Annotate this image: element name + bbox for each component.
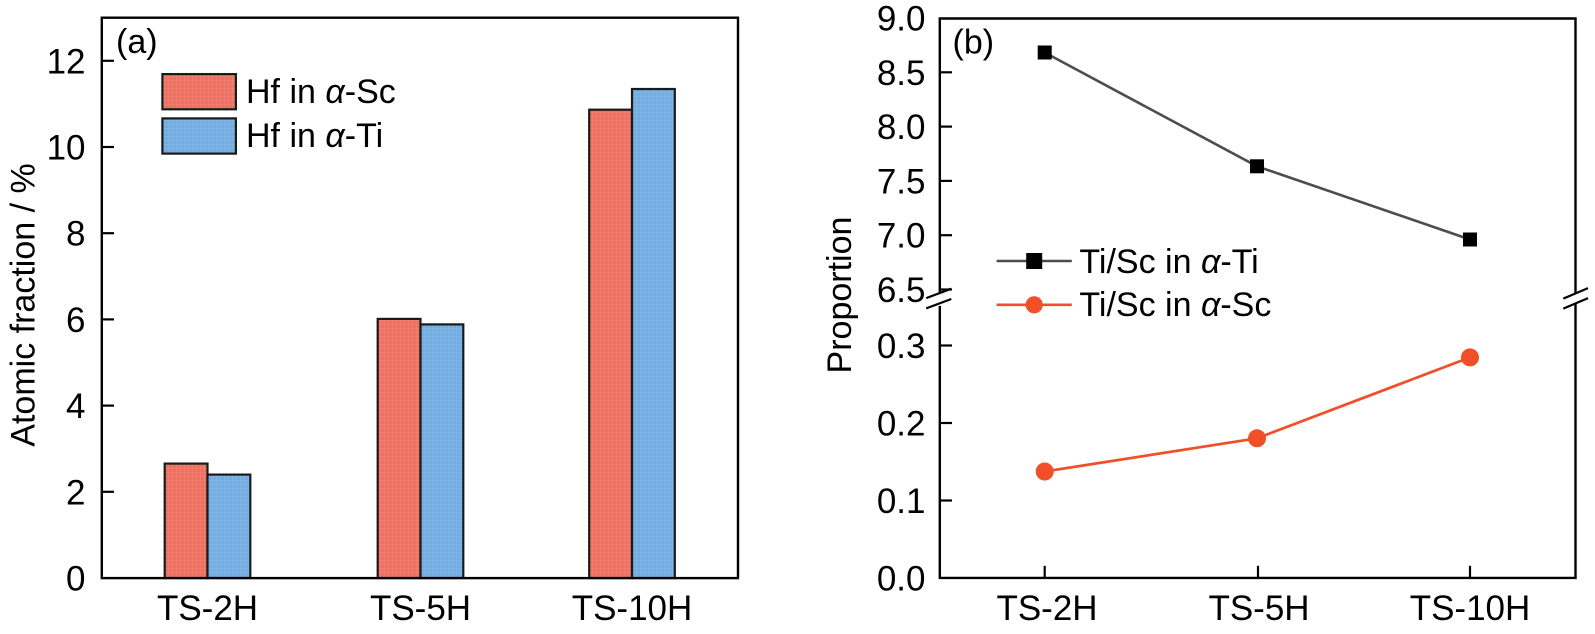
svg-text:4: 4 xyxy=(66,387,85,426)
svg-text:TS-2H: TS-2H xyxy=(996,589,1097,628)
svg-text:Atomic fraction / %: Atomic fraction / % xyxy=(5,163,43,446)
svg-text:6: 6 xyxy=(66,301,85,340)
svg-text:8: 8 xyxy=(66,215,85,254)
svg-text:12: 12 xyxy=(47,42,86,81)
svg-text:TS-5H: TS-5H xyxy=(370,589,471,628)
svg-text:Proportion: Proportion xyxy=(821,217,859,374)
svg-text:8.5: 8.5 xyxy=(877,54,926,93)
svg-text:TS-10H: TS-10H xyxy=(572,589,693,628)
svg-text:(a): (a) xyxy=(116,23,158,61)
svg-text:8.0: 8.0 xyxy=(877,108,926,147)
svg-text:Ti/Sc in α-Ti: Ti/Sc in α-Ti xyxy=(1079,243,1258,281)
svg-text:0.3: 0.3 xyxy=(877,327,926,366)
svg-text:TS-2H: TS-2H xyxy=(157,589,258,628)
svg-text:6.5: 6.5 xyxy=(877,271,926,310)
svg-text:0: 0 xyxy=(66,560,85,599)
svg-text:9.0: 9.0 xyxy=(877,0,926,39)
svg-text:TS-5H: TS-5H xyxy=(1208,589,1309,628)
svg-text:2: 2 xyxy=(66,473,85,512)
svg-text:TS-10H: TS-10H xyxy=(1410,589,1531,628)
svg-text:0.1: 0.1 xyxy=(877,482,926,521)
svg-text:(b): (b) xyxy=(953,24,995,62)
svg-text:0.2: 0.2 xyxy=(877,405,926,444)
svg-text:Hf in α-Sc: Hf in α-Sc xyxy=(246,73,396,111)
svg-text:10: 10 xyxy=(47,129,86,168)
svg-text:Ti/Sc in α-Sc: Ti/Sc in α-Sc xyxy=(1079,286,1271,324)
svg-text:7.0: 7.0 xyxy=(877,217,926,256)
svg-text:7.5: 7.5 xyxy=(877,162,926,201)
svg-text:Hf in α-Ti: Hf in α-Ti xyxy=(246,117,383,155)
svg-text:0.0: 0.0 xyxy=(877,560,926,599)
